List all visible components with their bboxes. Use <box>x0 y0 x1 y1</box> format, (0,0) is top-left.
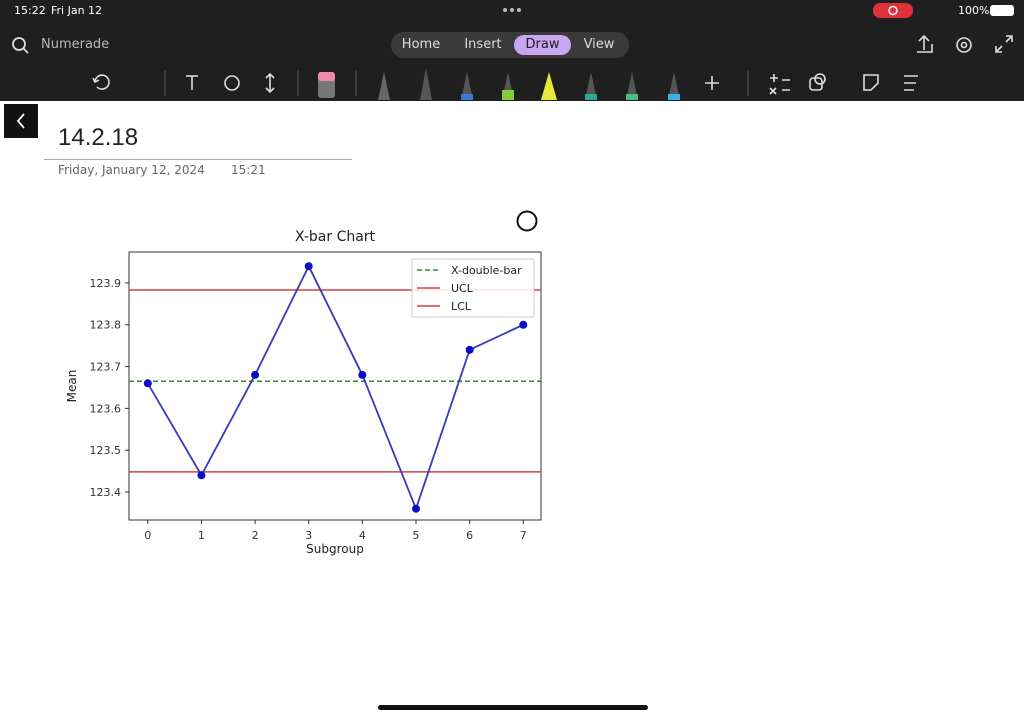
search-field[interactable]: Numerade <box>41 37 110 52</box>
page-date: Friday, January 12, 2024 <box>58 163 205 177</box>
y-axis-label: Mean <box>65 370 79 403</box>
y-tick-label: 123.4 <box>90 486 122 499</box>
x-tick-label: 7 <box>520 529 527 542</box>
back-icon <box>16 113 25 129</box>
tab[interactable]: Insert <box>464 37 502 52</box>
status-date: Fri Jan 12 <box>51 4 103 17</box>
legend-box <box>411 258 535 318</box>
y-tick-label: 123.8 <box>90 319 122 332</box>
x-tick-label: 2 <box>252 529 259 542</box>
tab[interactable]: Home <box>401 37 441 52</box>
data-point <box>465 345 474 354</box>
data-point <box>304 262 313 271</box>
data-point <box>251 370 260 379</box>
header: 15:22 Fri Jan 12 100% <box>0 0 1024 101</box>
y-tick-label: 123.7 <box>90 361 122 374</box>
page-title: 14.2.18 <box>58 124 139 151</box>
home-indicator <box>378 705 648 710</box>
lasso-cursor <box>516 210 538 232</box>
legend-label: UCL <box>451 282 474 295</box>
back-button[interactable] <box>4 104 38 138</box>
y-tick-label: 123.6 <box>90 402 122 415</box>
data-point <box>358 370 367 379</box>
status-battery: 100% <box>958 4 990 17</box>
data-point <box>519 320 528 329</box>
legend-label: X-double-bar <box>451 264 522 277</box>
data-point <box>143 379 152 388</box>
status-time: 15:22 <box>14 4 46 17</box>
x-tick-label: 0 <box>144 529 151 542</box>
y-tick-label: 123.5 <box>90 444 122 457</box>
tab-active[interactable]: Draw <box>514 35 571 55</box>
x-tick-label: 4 <box>359 529 366 542</box>
x-tick-label: 5 <box>413 529 420 542</box>
plot-frame <box>128 251 542 521</box>
x-tick-label: 3 <box>305 529 312 542</box>
tab-bar: Home Insert Draw View <box>391 32 629 58</box>
data-point <box>412 504 421 513</box>
x-axis-label: Subgroup <box>306 542 364 556</box>
data-line <box>146 264 524 512</box>
data-point <box>197 471 206 480</box>
legend-label: LCL <box>451 300 472 313</box>
y-tick-label: 123.9 <box>90 277 122 290</box>
toolbar-icons <box>12 3 1014 100</box>
x-tick-label: 6 <box>466 529 473 542</box>
chart-title: X-bar Chart <box>295 229 376 245</box>
x-tick-label: 1 <box>198 529 205 542</box>
title-underline <box>44 159 352 160</box>
tab[interactable]: View <box>583 37 615 52</box>
page-time: 15:21 <box>231 163 266 177</box>
